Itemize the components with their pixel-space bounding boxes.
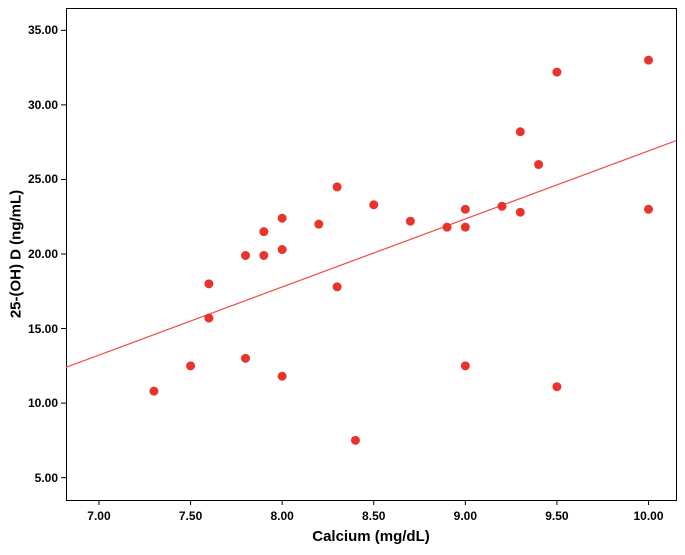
- x-tick-label: 9.50: [545, 509, 569, 523]
- data-point: [314, 219, 324, 229]
- data-point: [204, 279, 214, 289]
- data-point: [149, 386, 159, 396]
- data-point: [277, 371, 287, 381]
- x-axis-title: Calcium (mg/dL): [312, 528, 430, 545]
- data-point: [460, 204, 470, 214]
- data-point: [204, 313, 214, 323]
- data-point: [277, 245, 287, 255]
- x-tick-label: 9.00: [453, 509, 478, 523]
- data-point: [350, 435, 360, 445]
- data-point: [241, 250, 251, 260]
- y-tick-label: 5.00: [34, 470, 58, 485]
- data-point: [460, 222, 470, 232]
- trend-line: [65, 140, 677, 368]
- y-tick-label: 30.00: [27, 97, 58, 112]
- y-tick-label: 10.00: [27, 396, 58, 411]
- data-point: [644, 204, 654, 214]
- data-point: [405, 216, 415, 226]
- y-tick-label: 20.00: [27, 247, 58, 261]
- data-point: [277, 213, 287, 223]
- data-point: [241, 353, 251, 363]
- y-tick-label: 25.00: [27, 172, 58, 187]
- data-point: [534, 160, 544, 170]
- data-point: [332, 282, 342, 292]
- x-tick-label: 8.00: [270, 509, 294, 523]
- data-point: [259, 250, 269, 260]
- data-point: [552, 67, 562, 77]
- data-point: [332, 182, 342, 192]
- data-point: [369, 200, 379, 210]
- x-tick-label: 8.50: [362, 509, 386, 523]
- x-tick-label: 10.00: [633, 509, 664, 523]
- data-point: [186, 361, 196, 371]
- data-point: [644, 55, 654, 65]
- data-point: [497, 201, 507, 211]
- data-point: [442, 222, 452, 232]
- data-point: [552, 382, 562, 392]
- data-point: [515, 127, 525, 137]
- y-tick-label: 15.00: [27, 321, 58, 336]
- y-tick-label: 35.00: [27, 23, 58, 38]
- data-point: [259, 227, 269, 237]
- x-tick-label: 7.00: [87, 509, 111, 523]
- x-tick-label: 7.50: [178, 509, 203, 523]
- data-point: [515, 207, 525, 217]
- data-point: [460, 361, 470, 371]
